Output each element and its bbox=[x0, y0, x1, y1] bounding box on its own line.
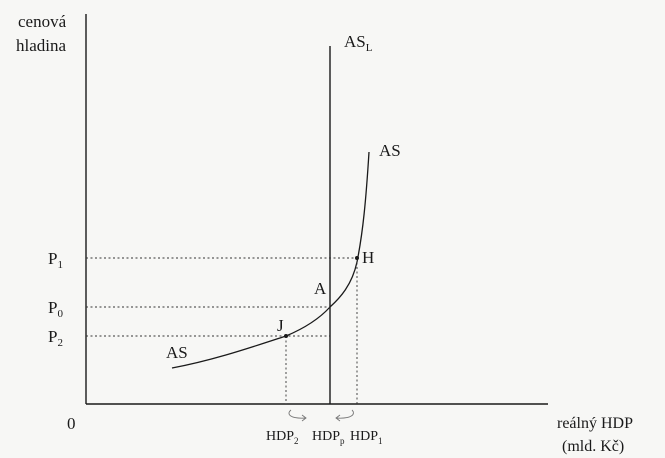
y-axis-label-line2: hladina bbox=[16, 36, 66, 55]
right-shift-arrowhead bbox=[335, 414, 341, 422]
origin-label: 0 bbox=[67, 414, 76, 433]
x-axis-label-line1: reálný HDP bbox=[557, 415, 633, 432]
right-shift-arrow bbox=[335, 409, 354, 419]
p2-label: P2 bbox=[48, 327, 63, 349]
hdp1-label: HDP1 bbox=[350, 429, 383, 446]
point-a-label: A bbox=[314, 279, 327, 298]
as-long-run-label: ASL bbox=[344, 32, 373, 54]
point-h-label: H bbox=[362, 248, 374, 267]
hdpp-label: HDPp bbox=[312, 429, 345, 446]
p1-label: P1 bbox=[48, 249, 63, 271]
left-shift-arrow bbox=[288, 409, 307, 419]
y-axis-label-line1: cenová bbox=[18, 12, 67, 31]
point-j-dot bbox=[284, 334, 288, 338]
p0-label: P0 bbox=[48, 298, 63, 320]
as-upper-label: AS bbox=[379, 141, 401, 160]
left-shift-arrowhead bbox=[301, 414, 307, 422]
point-j-label: J bbox=[277, 316, 284, 335]
as-lower-label: AS bbox=[166, 343, 188, 362]
hdp2-label: HDP2 bbox=[266, 429, 299, 446]
x-axis-label-line2: (mld. Kč) bbox=[562, 438, 624, 455]
point-h-dot bbox=[355, 256, 359, 260]
